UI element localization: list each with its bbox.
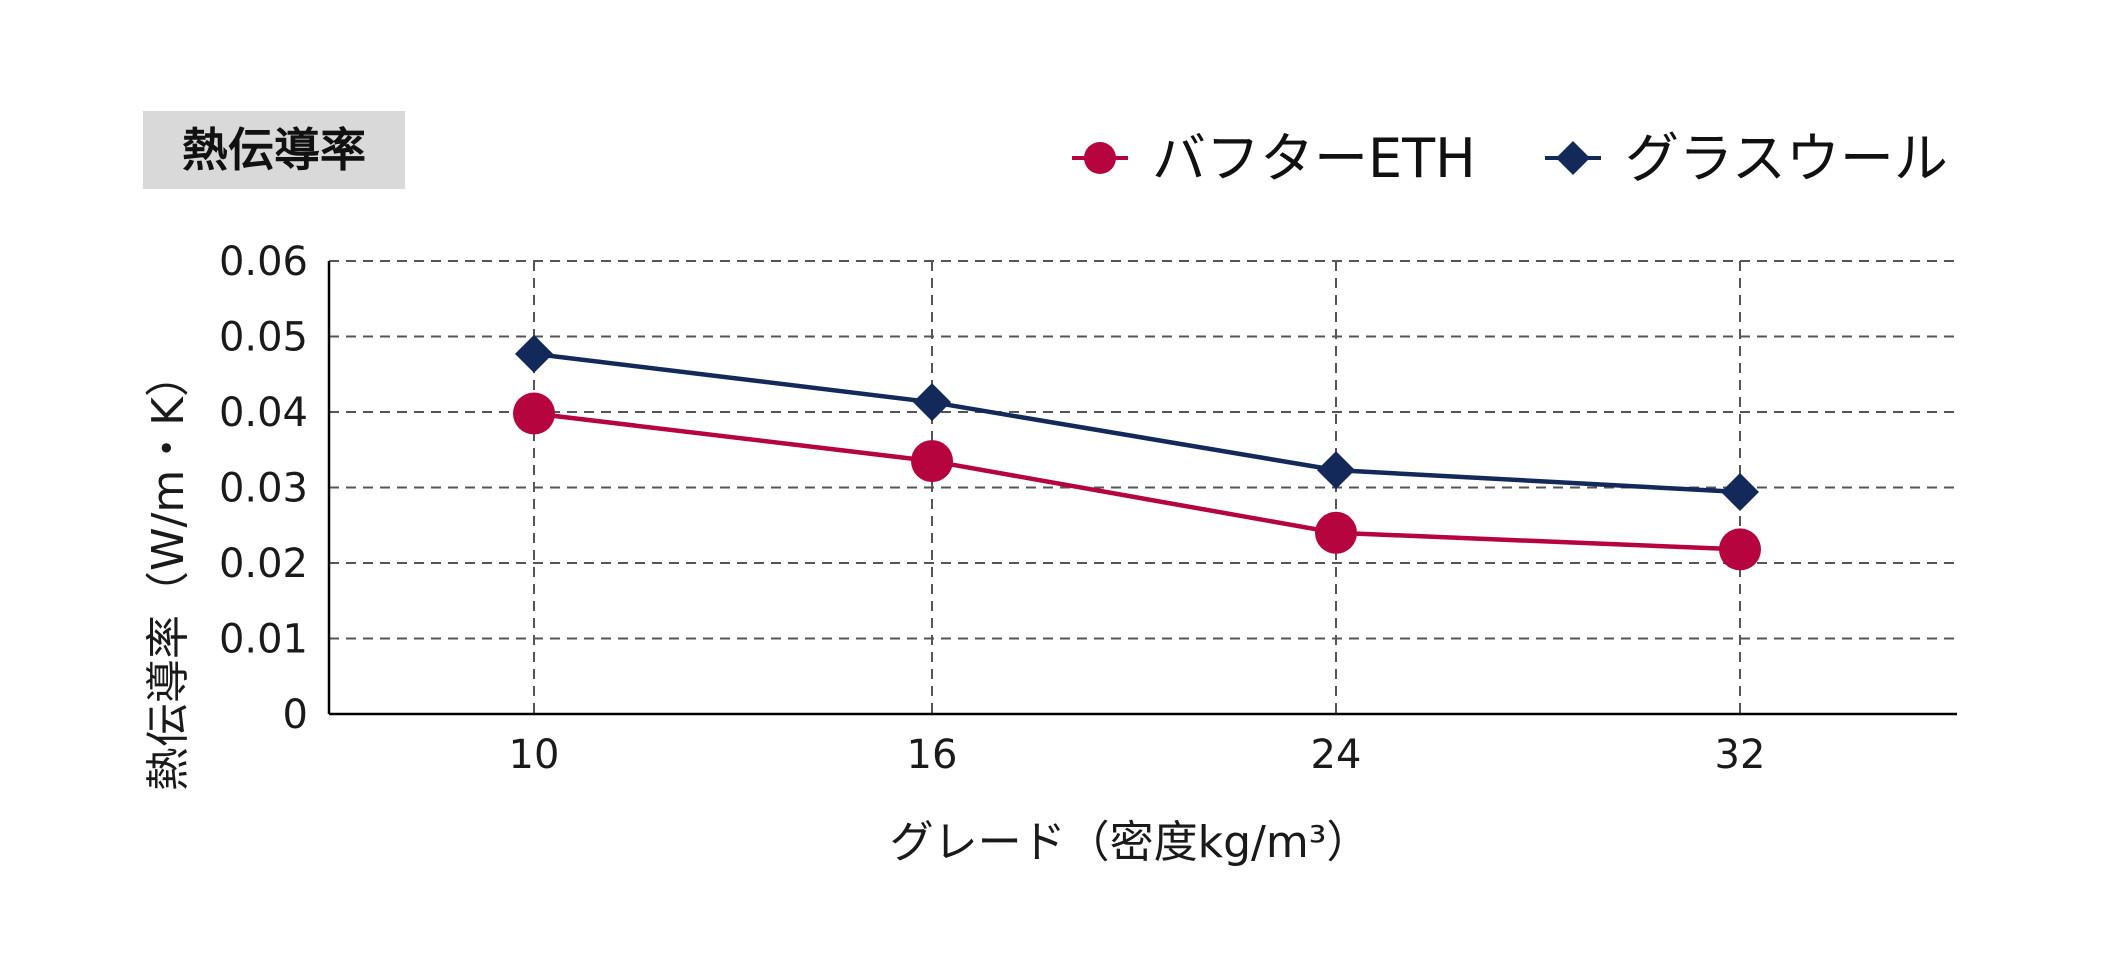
data-point [515,334,553,373]
x-tick-label: 24 [1311,732,1362,778]
data-point [1719,528,1761,571]
chart-title: 熱伝導率 [182,123,366,177]
axes [327,261,1957,716]
legend-item-2: グラスウール [1545,127,1948,190]
data-point [1721,473,1759,512]
data-point [913,383,951,422]
x-axis-ticks: 10 16 24 32 [509,732,1766,778]
series-group [513,334,1761,571]
chart-title-box [143,111,405,189]
series-line [533,411,1741,552]
y-axis-label: 熱伝導率（W/m・K） [143,353,194,791]
data-point [1315,511,1357,554]
y-tick-label: 0.02 [219,541,308,587]
x-tick-label: 16 [907,732,958,778]
x-tick-label: 10 [509,732,560,778]
y-tick-label: 0 [283,692,308,738]
legend-label: バフターETH [1152,127,1476,190]
series-2 [515,334,1759,512]
series-1 [513,392,1761,571]
data-point [911,440,953,483]
x-axis-label: グレード（密度kg/m³） [890,817,1371,868]
legend-marker [1084,142,1116,174]
legend-marker [1556,141,1590,175]
data-point [513,392,555,435]
y-tick-label: 0.01 [219,617,308,663]
data-point [1317,451,1355,490]
legend-label: グラスウール [1625,127,1948,190]
legend: バフターETH グラスウール [1072,127,1948,190]
legend-item-1: バフターETH [1072,127,1476,190]
series-line [533,351,1741,495]
x-tick-label: 32 [1715,732,1766,778]
y-tick-label: 0.05 [219,315,308,361]
y-tick-label: 0.03 [219,466,308,512]
y-tick-label: 0.04 [219,390,308,436]
grid [329,260,1957,714]
y-axis-ticks: 0 0.01 0.02 0.03 0.04 0.05 0.06 [219,239,308,738]
y-tick-label: 0.06 [219,239,308,285]
